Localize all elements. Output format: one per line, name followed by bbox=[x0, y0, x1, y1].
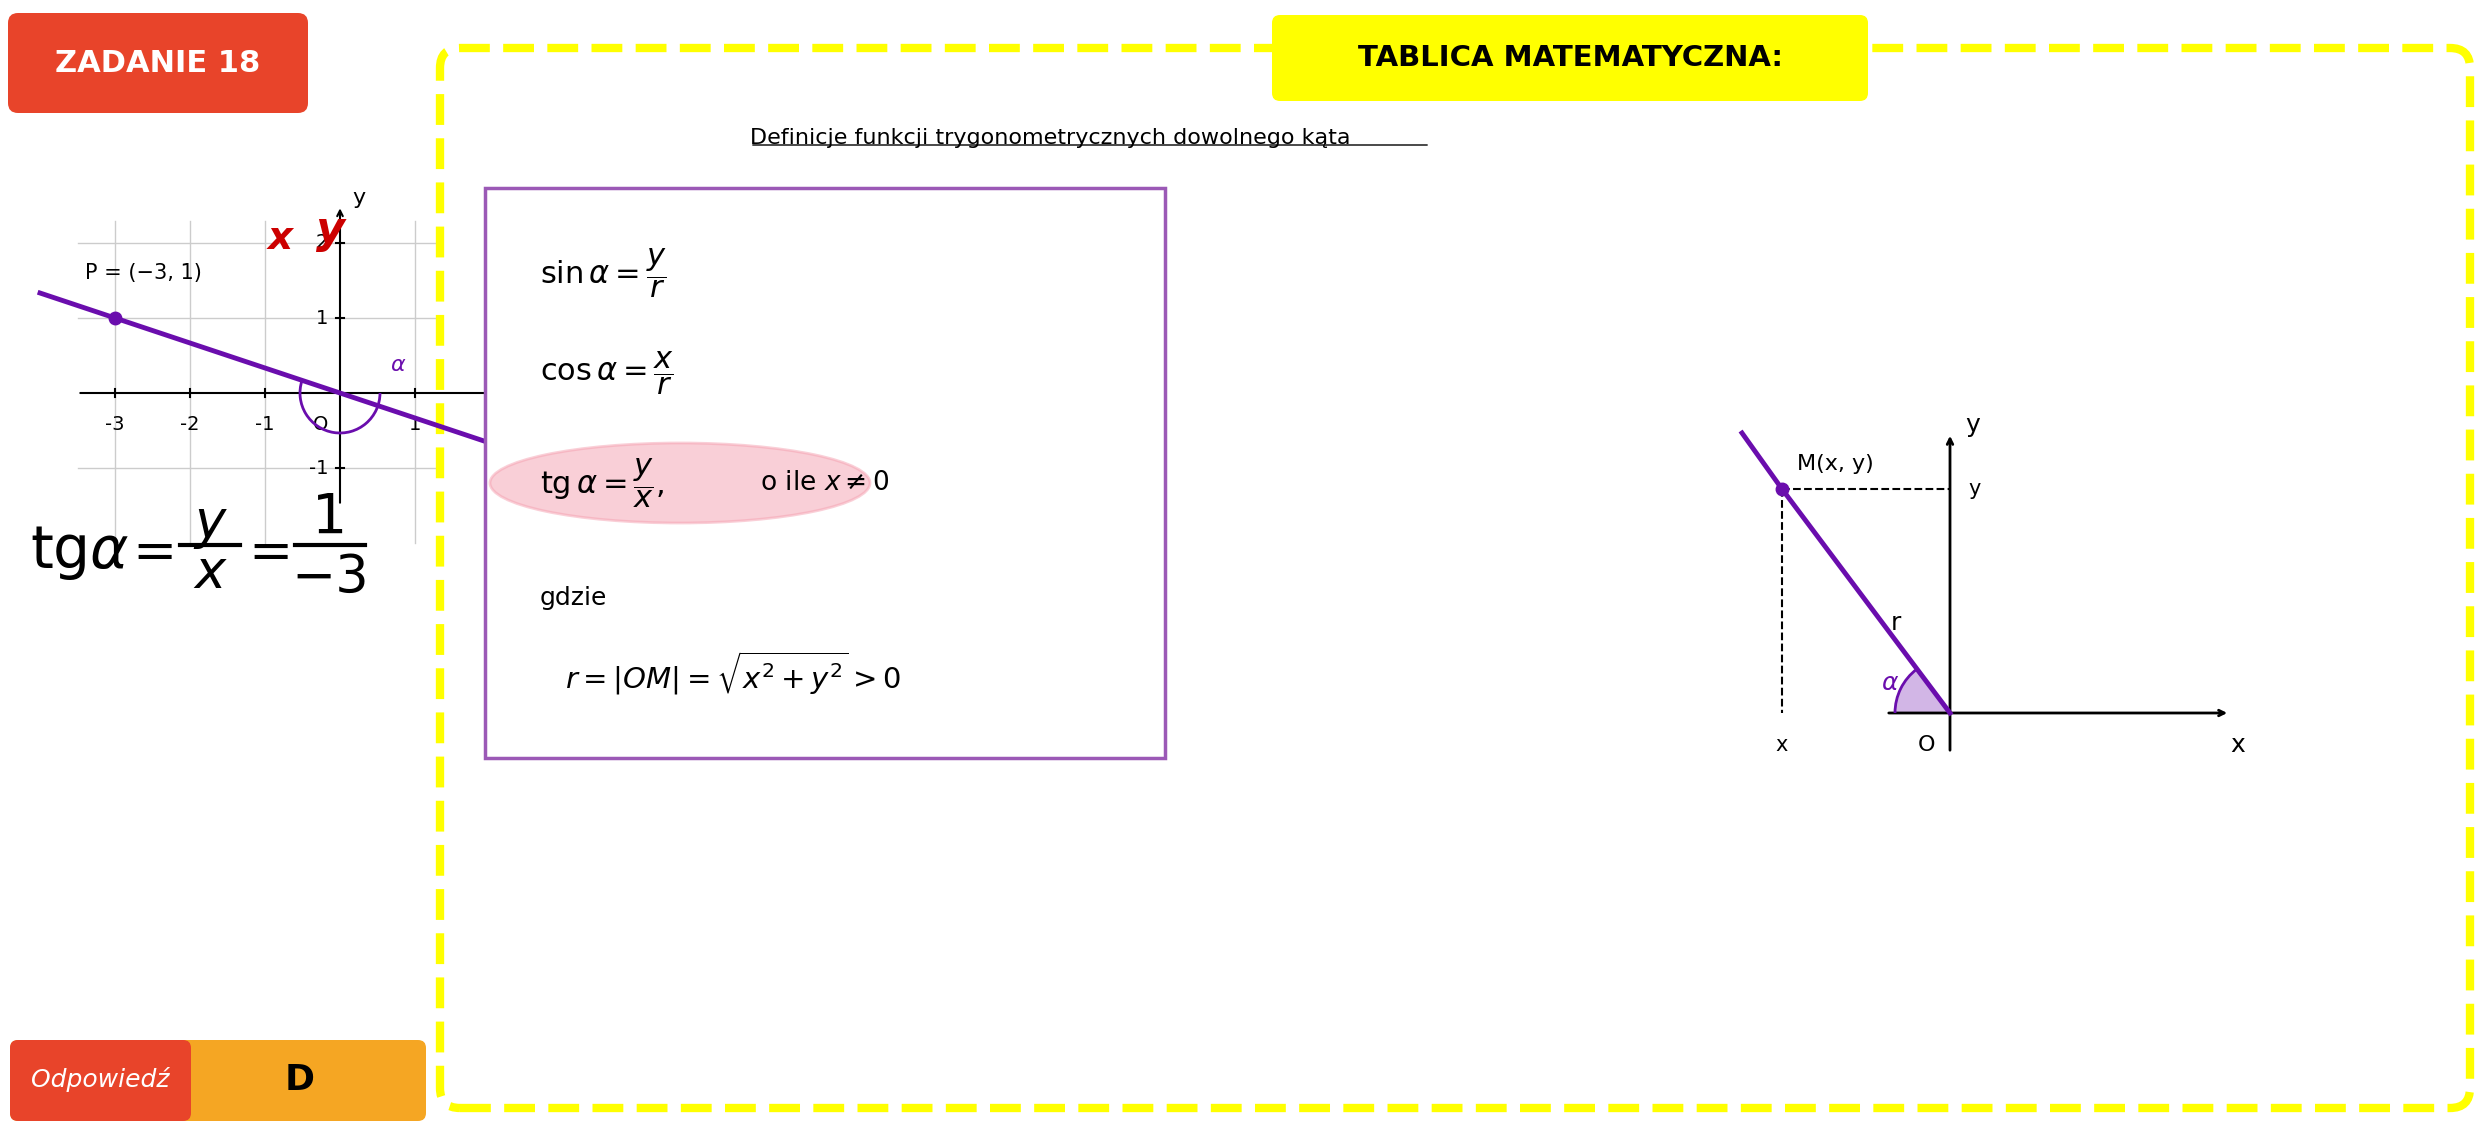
FancyBboxPatch shape bbox=[7, 13, 308, 113]
Text: x: x bbox=[1776, 735, 1789, 756]
Text: =: = bbox=[134, 527, 176, 580]
Text: Definicje funkcji trygonometrycznych dowolnego kąta: Definicje funkcji trygonometrycznych dow… bbox=[749, 128, 1350, 147]
Text: ZADANIE 18: ZADANIE 18 bbox=[55, 48, 261, 78]
Text: x: x bbox=[633, 415, 648, 435]
Text: M(x, y): M(x, y) bbox=[1796, 454, 1873, 474]
Text: x: x bbox=[268, 219, 293, 257]
Text: 1: 1 bbox=[409, 415, 422, 434]
Text: y: y bbox=[352, 187, 365, 208]
Text: O: O bbox=[313, 415, 327, 434]
Text: $\mathrm{tg}\alpha$: $\mathrm{tg}\alpha$ bbox=[30, 523, 129, 582]
Text: y: y bbox=[1967, 479, 1980, 499]
Text: 1: 1 bbox=[315, 309, 327, 328]
Text: r: r bbox=[1891, 612, 1900, 636]
Ellipse shape bbox=[491, 443, 871, 523]
Text: -2: -2 bbox=[181, 415, 201, 434]
Text: Odpowiedź: Odpowiedź bbox=[30, 1068, 169, 1093]
FancyBboxPatch shape bbox=[10, 1040, 191, 1121]
Text: 2: 2 bbox=[315, 233, 327, 253]
Text: gdzie: gdzie bbox=[541, 586, 608, 610]
Text: $\alpha$: $\alpha$ bbox=[390, 355, 407, 375]
Text: $r = |OM| = \sqrt{x^2+y^2} > 0$: $r = |OM| = \sqrt{x^2+y^2} > 0$ bbox=[566, 649, 901, 697]
FancyBboxPatch shape bbox=[439, 48, 2471, 1108]
Text: =: = bbox=[248, 527, 293, 580]
Text: y: y bbox=[194, 497, 226, 549]
Text: x: x bbox=[194, 547, 226, 599]
FancyBboxPatch shape bbox=[1273, 15, 1868, 101]
Wedge shape bbox=[1895, 669, 1950, 713]
Text: y: y bbox=[315, 209, 345, 253]
Text: 2: 2 bbox=[484, 415, 496, 434]
Text: $\mathrm{o\ ile}\ x \neq 0$: $\mathrm{o\ ile}\ x \neq 0$ bbox=[759, 470, 888, 496]
Text: P = (−3, 1): P = (−3, 1) bbox=[84, 263, 201, 283]
Text: $\alpha$: $\alpha$ bbox=[1881, 671, 1898, 695]
Text: -3: -3 bbox=[104, 415, 124, 434]
Text: $\sin\alpha = \dfrac{y}{r}$: $\sin\alpha = \dfrac{y}{r}$ bbox=[541, 246, 667, 299]
Text: $\cos\alpha = \dfrac{x}{r}$: $\cos\alpha = \dfrac{x}{r}$ bbox=[541, 350, 675, 397]
Text: -1: -1 bbox=[308, 458, 327, 478]
Text: 3: 3 bbox=[558, 415, 571, 434]
FancyBboxPatch shape bbox=[10, 1040, 427, 1121]
Text: $\mathrm{tg}\,\alpha = \dfrac{y}{x},$: $\mathrm{tg}\,\alpha = \dfrac{y}{x},$ bbox=[541, 456, 665, 510]
Text: 1: 1 bbox=[313, 491, 347, 545]
Text: O: O bbox=[1918, 735, 1935, 756]
Text: x: x bbox=[2230, 733, 2245, 757]
Text: y: y bbox=[1965, 413, 1980, 437]
Text: −3: −3 bbox=[290, 552, 370, 604]
Text: D: D bbox=[285, 1063, 315, 1097]
Text: TABLICA MATEMATYCZNA:: TABLICA MATEMATYCZNA: bbox=[1357, 43, 1781, 72]
FancyBboxPatch shape bbox=[484, 187, 1166, 758]
Text: -1: -1 bbox=[256, 415, 275, 434]
